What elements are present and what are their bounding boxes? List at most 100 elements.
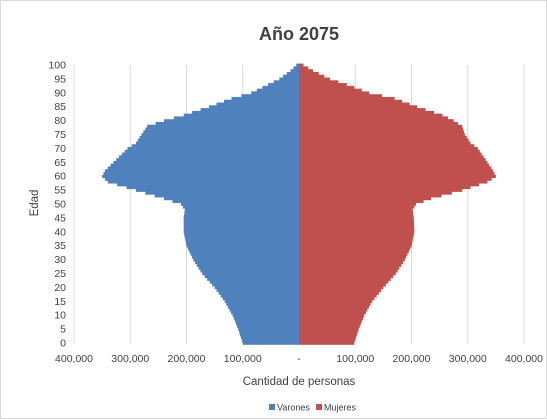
- bar-mujeres-14: [299, 302, 371, 306]
- bar-varones-50: [180, 202, 299, 206]
- y-tick-label: 85: [54, 101, 66, 113]
- legend-label-varones: Varones: [277, 403, 310, 413]
- bar-mujeres-7: [299, 322, 361, 326]
- bar-varones-75: [141, 133, 299, 137]
- bar-varones-43: [183, 222, 299, 226]
- x-tick-label: 300,000: [449, 353, 487, 365]
- x-tick-label: 100,000: [336, 353, 374, 365]
- bar-mujeres-59: [299, 177, 492, 181]
- x-axis-title: Cantidad de personas: [243, 376, 356, 388]
- y-axis-title: Edad: [29, 190, 41, 217]
- bar-mujeres-73: [299, 138, 469, 142]
- bar-mujeres-6: [299, 324, 360, 329]
- bar-varones-3: [240, 333, 299, 337]
- bar-mujeres-75: [299, 133, 465, 137]
- bar-varones-65: [113, 160, 299, 165]
- y-tick-label: 15: [54, 296, 66, 308]
- bar-varones-32: [190, 252, 299, 256]
- bar-mujeres-37: [299, 238, 413, 242]
- bar-mujeres-33: [299, 249, 409, 254]
- bar-mujeres-50: [299, 202, 416, 206]
- x-tick-label: 100,000: [224, 353, 262, 365]
- bar-mujeres-61: [299, 172, 495, 176]
- bar-varones-51: [172, 199, 299, 204]
- bar-varones-12: [229, 308, 299, 312]
- bar-varones-2: [240, 336, 299, 340]
- y-tick-label: 100: [48, 60, 66, 72]
- bar-mujeres-43: [299, 222, 414, 226]
- legend: Varones Mujeres: [269, 403, 357, 413]
- bar-varones-27: [198, 266, 299, 270]
- bar-mujeres-41: [299, 227, 415, 231]
- bar-varones-17: [220, 294, 299, 298]
- y-tick-label: 35: [54, 240, 66, 252]
- bar-mujeres-77: [299, 127, 464, 131]
- bar-varones-4: [239, 330, 299, 334]
- bar-varones-81: [173, 116, 299, 120]
- bar-varones-6: [237, 324, 299, 329]
- bar-mujeres-27: [299, 266, 400, 270]
- bar-varones-62: [104, 169, 299, 173]
- legend-swatch-varones: [269, 404, 275, 410]
- y-tick-label: 70: [54, 143, 66, 155]
- bar-varones-0: [242, 341, 299, 345]
- y-tick-label: 60: [54, 171, 66, 183]
- bar-varones-83: [192, 110, 299, 115]
- bar-mujeres-12: [299, 308, 368, 312]
- bar-mujeres-11: [299, 311, 366, 315]
- bar-varones-64: [110, 163, 299, 167]
- legend-label-mujeres: Mujeres: [324, 403, 357, 413]
- bar-varones-58: [107, 180, 299, 184]
- bar-varones-95: [279, 77, 299, 81]
- bar-mujeres-44: [299, 219, 414, 223]
- bar-mujeres-92: [299, 85, 355, 90]
- bar-mujeres-51: [299, 199, 424, 204]
- x-tick-label: -: [297, 353, 301, 365]
- y-tick-label: 0: [60, 338, 66, 350]
- bar-mujeres-32: [299, 252, 408, 256]
- bar-varones-30: [193, 258, 299, 262]
- bar-mujeres-93: [299, 83, 347, 87]
- bar-varones-68: [121, 152, 299, 156]
- bar-mujeres-56: [299, 185, 471, 190]
- bar-varones-5: [238, 327, 299, 331]
- bar-varones-20: [214, 286, 299, 290]
- bar-mujeres-45: [299, 216, 414, 220]
- bar-varones-37: [185, 238, 299, 242]
- bar-mujeres-20: [299, 286, 384, 290]
- bar-mujeres-89: [299, 94, 382, 98]
- bar-mujeres-23: [299, 277, 391, 281]
- bar-mujeres-38: [299, 235, 414, 240]
- bar-mujeres-36: [299, 241, 413, 245]
- y-tick-label: 10: [54, 310, 66, 322]
- bar-varones-34: [187, 247, 299, 251]
- bar-mujeres-4: [299, 330, 358, 334]
- bar-mujeres-2: [299, 336, 356, 340]
- y-tick-label: 30: [54, 254, 66, 266]
- bar-varones-92: [262, 85, 299, 90]
- y-tick-label: 80: [54, 115, 66, 127]
- y-tick-label: 50: [54, 199, 66, 211]
- bar-mujeres-87: [299, 99, 403, 103]
- bar-mujeres-83: [299, 110, 434, 115]
- bar-varones-82: [183, 113, 299, 117]
- bar-varones-74: [139, 135, 299, 140]
- bar-varones-85: [209, 105, 299, 109]
- bar-mujeres-21: [299, 283, 386, 287]
- bar-mujeres-70: [299, 147, 478, 151]
- bar-varones-87: [224, 99, 299, 103]
- bar-mujeres-30: [299, 258, 405, 262]
- bar-mujeres-25: [299, 272, 396, 276]
- bar-mujeres-16: [299, 297, 375, 301]
- bar-varones-15: [224, 299, 299, 304]
- bar-mujeres-95: [299, 77, 330, 81]
- bar-varones-69: [124, 149, 299, 153]
- bar-mujeres-47: [299, 210, 413, 215]
- legend-swatch-mujeres: [316, 404, 322, 410]
- bar-varones-45: [183, 216, 299, 220]
- y-tick-label: 20: [54, 282, 66, 294]
- bar-mujeres-60: [299, 174, 496, 178]
- bar-varones-52: [164, 197, 299, 201]
- bar-mujeres-72: [299, 141, 471, 145]
